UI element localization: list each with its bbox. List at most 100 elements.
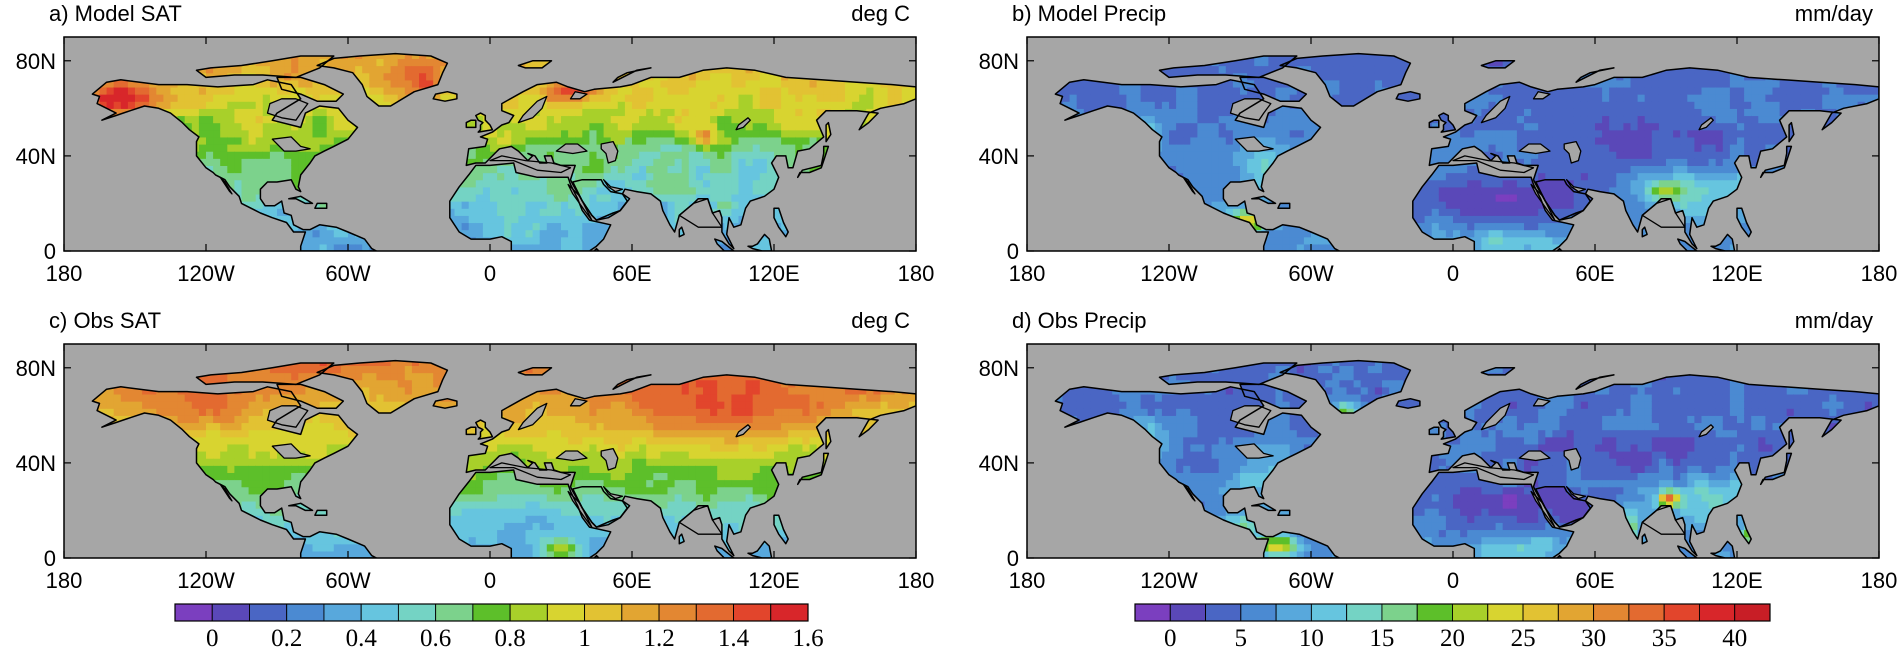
- x-tick-label: 120E: [748, 568, 799, 593]
- x-tick-label: 0: [1447, 568, 1459, 593]
- coast-cuba: [288, 502, 314, 512]
- coast-arabia: [1535, 485, 1594, 528]
- x-tick-label: 180: [1861, 261, 1898, 286]
- x-tick-label: 60E: [1575, 568, 1614, 593]
- colorbar-swatch: [1205, 603, 1242, 622]
- panel-units: deg C: [851, 1, 910, 26]
- coast-borneo: [1710, 540, 1736, 558]
- water-great-lakes: [1234, 443, 1274, 459]
- x-tick-label: 180: [46, 568, 83, 593]
- water-white-sea: [1532, 398, 1551, 407]
- coast-north-america: [91, 386, 378, 558]
- coast-baffin: [1239, 76, 1308, 102]
- y-tick-label: 80N: [16, 49, 56, 74]
- coast-hispaniola: [1277, 509, 1291, 516]
- colorbar-label: 1: [578, 625, 591, 649]
- water-black-sea: [1518, 450, 1551, 462]
- colorbar-label: 20: [1440, 625, 1465, 649]
- water-med-east: [1452, 462, 1535, 481]
- water-baltic: [1480, 95, 1511, 124]
- x-tick-label: 60E: [612, 261, 651, 286]
- coast-svalbard: [517, 60, 553, 69]
- coast-eurasia: [465, 374, 916, 557]
- coast-borneo: [1710, 233, 1736, 251]
- colorbar-swatch: [286, 603, 325, 622]
- water-persian-gulf: [1565, 179, 1587, 193]
- water-white-sea: [1532, 91, 1551, 100]
- coast-sri-lanka: [1641, 533, 1648, 545]
- water-med-east: [489, 155, 572, 174]
- coast-sri-lanka: [1641, 226, 1648, 238]
- colorbar-swatch: [360, 603, 399, 622]
- water-black-sea: [555, 450, 588, 462]
- coast-svalbard: [517, 367, 553, 376]
- coast-iceland: [432, 90, 458, 102]
- colorbar-label: 30: [1581, 625, 1606, 649]
- coast-uk: [475, 112, 494, 133]
- water-baltic: [1480, 402, 1511, 431]
- coastlines: [91, 52, 916, 251]
- coast-hispaniola: [314, 509, 328, 516]
- inland-water: [219, 398, 751, 535]
- colorbar-swatch: [509, 603, 548, 622]
- coast-eurasia: [1428, 374, 1879, 557]
- colorbar-swatch: [1416, 603, 1453, 622]
- coastlines: [1054, 52, 1879, 251]
- panel-units: deg C: [851, 308, 910, 333]
- coast-eurasia: [1428, 67, 1879, 250]
- coast-africa: [449, 162, 612, 251]
- water-persian-gulf: [602, 486, 624, 500]
- colorbar-swatch: [1134, 603, 1171, 622]
- coast-philippines: [1736, 514, 1752, 545]
- coast-baffin: [276, 383, 345, 409]
- coast-north-america: [91, 79, 378, 251]
- y-tick-label: 40N: [16, 451, 56, 476]
- water-gulf-of-california: [1182, 483, 1196, 502]
- coast-madagascar-stub: [1556, 554, 1563, 558]
- water-gulf-of-california: [219, 483, 233, 502]
- coast-ireland: [465, 119, 477, 129]
- coast-north-america: [1054, 79, 1341, 251]
- colorbar-swatch: [323, 603, 362, 622]
- coast-arctic-islands: [195, 362, 335, 386]
- water-great-lakes: [1234, 136, 1274, 152]
- colorbar-frame: [174, 603, 809, 622]
- colorbar-swatch: [1346, 603, 1383, 622]
- coast-africa: [1412, 162, 1575, 251]
- colorbar-swatch: [1698, 603, 1736, 622]
- inland-water: [1182, 398, 1714, 535]
- water-gulf-of-california: [1182, 176, 1196, 195]
- water-caspian: [600, 140, 619, 164]
- x-tick-label: 0: [1447, 261, 1459, 286]
- coast-philippines: [1736, 207, 1752, 238]
- colorbar-label: 10: [1299, 625, 1324, 649]
- y-tick-label: 40N: [979, 144, 1019, 169]
- x-tick-label: 0: [484, 261, 496, 286]
- x-tick-label: 60E: [612, 568, 651, 593]
- coast-africa: [449, 469, 612, 558]
- colorbar-label: 40: [1722, 625, 1747, 649]
- colorbar-swatch: [1557, 603, 1595, 622]
- colorbar-swatch: [1628, 603, 1665, 622]
- y-tick-label: 0: [1007, 546, 1019, 571]
- x-tick-label: 120W: [1140, 261, 1198, 286]
- y-tick-label: 80N: [979, 49, 1019, 74]
- colorbar-swatch: [584, 603, 623, 622]
- colorbar-swatch: [397, 603, 437, 622]
- x-tick-label: 60W: [325, 261, 370, 286]
- coast-hispaniola: [1277, 202, 1291, 209]
- colorbar-swatch: [1452, 603, 1489, 622]
- colorbar-label: 0.4: [346, 625, 378, 649]
- water-med-east: [489, 462, 572, 481]
- water-caspian: [1563, 447, 1582, 471]
- y-tick-label: 80N: [16, 356, 56, 381]
- panel-title: a) Model SAT: [49, 1, 182, 26]
- water-hudson-bay: [1229, 405, 1272, 428]
- x-tick-label: 60W: [1288, 568, 1333, 593]
- x-tick-label: 120W: [177, 261, 235, 286]
- colorbar-sat: 0 0.2 0.4 0.6 0.8 1 1.2 1.4 1.6: [174, 603, 824, 649]
- water-hudson-bay: [266, 98, 309, 121]
